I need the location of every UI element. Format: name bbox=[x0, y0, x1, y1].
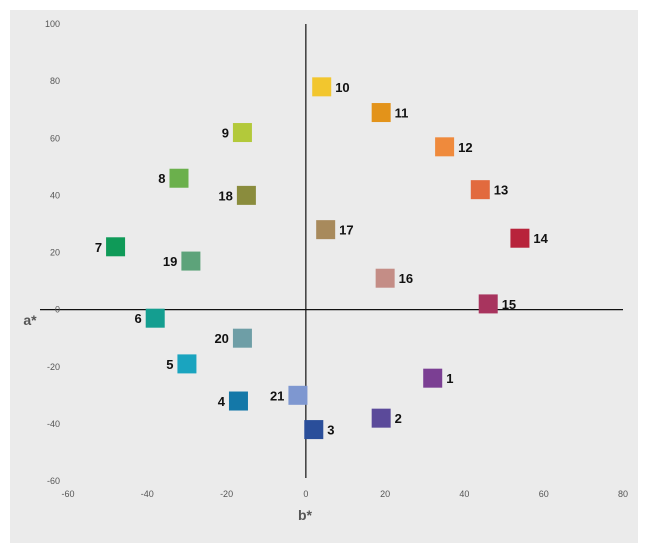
point-label-14: 14 bbox=[533, 231, 548, 246]
x-axis-title: b* bbox=[298, 507, 313, 523]
point-label-7: 7 bbox=[95, 240, 102, 255]
point-label-17: 17 bbox=[339, 223, 353, 238]
data-point-10 bbox=[312, 77, 332, 97]
x-tick-label: 60 bbox=[539, 489, 549, 499]
data-point-4 bbox=[228, 391, 248, 411]
point-label-19: 19 bbox=[163, 254, 177, 269]
y-tick-label: 0 bbox=[55, 305, 60, 315]
data-point-1 bbox=[423, 368, 443, 388]
data-point-6 bbox=[145, 308, 165, 328]
data-point-16 bbox=[375, 268, 395, 288]
y-tick-label: 60 bbox=[50, 133, 60, 143]
point-label-9: 9 bbox=[222, 126, 229, 141]
x-tick-label: 40 bbox=[459, 489, 469, 499]
point-label-3: 3 bbox=[327, 423, 334, 438]
point-label-4: 4 bbox=[218, 394, 226, 409]
y-tick-label: 20 bbox=[50, 248, 60, 258]
y-tick-label: -40 bbox=[47, 419, 60, 429]
y-tick-label: -60 bbox=[47, 476, 60, 486]
x-tick-label: 20 bbox=[380, 489, 390, 499]
data-point-9 bbox=[232, 123, 252, 143]
x-tick-label: -40 bbox=[141, 489, 154, 499]
data-point-21 bbox=[288, 385, 308, 405]
point-label-6: 6 bbox=[134, 311, 141, 326]
data-point-7 bbox=[106, 237, 126, 257]
point-label-18: 18 bbox=[218, 188, 232, 203]
point-label-16: 16 bbox=[399, 271, 413, 286]
point-label-21: 21 bbox=[270, 388, 284, 403]
data-point-5 bbox=[177, 354, 197, 374]
data-point-19 bbox=[181, 251, 201, 271]
tick-labels: -60 -40 -20 0 20 40 60 80 100 80 60 40 20 0 -20 -40 -60 bbox=[45, 19, 628, 499]
data-point-13 bbox=[470, 180, 490, 200]
data-point-14 bbox=[510, 228, 530, 248]
point-label-13: 13 bbox=[494, 183, 508, 198]
x-tick-label: -60 bbox=[61, 489, 74, 499]
y-axis-title: a* bbox=[23, 312, 37, 328]
data-point-20 bbox=[232, 328, 252, 348]
y-tick-label: 40 bbox=[50, 190, 60, 200]
point-label-12: 12 bbox=[458, 140, 472, 155]
data-point-17 bbox=[316, 220, 336, 240]
chart-panel bbox=[10, 10, 638, 543]
data-point-8 bbox=[169, 168, 189, 188]
data-point-18 bbox=[236, 185, 256, 205]
x-tick-label: 0 bbox=[303, 489, 308, 499]
point-label-5: 5 bbox=[166, 357, 173, 372]
data-point-11 bbox=[371, 103, 391, 123]
point-label-20: 20 bbox=[214, 331, 228, 346]
x-tick-label: 80 bbox=[618, 489, 628, 499]
point-label-1: 1 bbox=[446, 371, 453, 386]
axes bbox=[40, 24, 623, 478]
data-point-15 bbox=[478, 294, 498, 314]
point-label-8: 8 bbox=[158, 171, 165, 186]
y-tick-label: -20 bbox=[47, 362, 60, 372]
point-label-2: 2 bbox=[395, 411, 402, 426]
data-point-2 bbox=[371, 408, 391, 428]
data-point-3 bbox=[304, 420, 324, 440]
y-tick-label: 80 bbox=[50, 76, 60, 86]
y-tick-label: 100 bbox=[45, 19, 60, 29]
point-label-15: 15 bbox=[502, 297, 516, 312]
data-point-12 bbox=[435, 137, 455, 157]
x-tick-label: -20 bbox=[220, 489, 233, 499]
point-label-11: 11 bbox=[395, 106, 409, 121]
point-label-10: 10 bbox=[335, 80, 349, 95]
